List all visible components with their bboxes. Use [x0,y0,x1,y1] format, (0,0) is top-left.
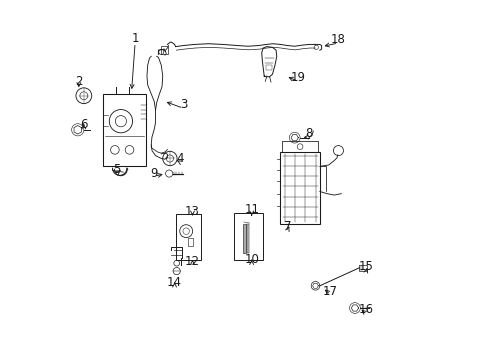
Text: 8: 8 [305,127,312,140]
Bar [102,94,145,166]
Text: 6: 6 [80,118,87,131]
Text: 2: 2 [75,75,82,88]
Text: 18: 18 [330,33,345,46]
Bar [233,213,263,260]
Text: 15: 15 [358,260,373,273]
Text: 4: 4 [176,152,183,165]
Bar [247,224,249,253]
Text: 14: 14 [167,276,182,289]
Bar [280,152,319,224]
Text: 16: 16 [358,303,372,316]
Bar [188,238,193,246]
Text: 3: 3 [180,98,187,111]
Text: 17: 17 [323,285,337,298]
Text: 13: 13 [184,205,200,218]
Bar [359,265,366,271]
Bar [161,45,167,54]
Text: 1: 1 [131,32,139,45]
Bar [175,214,201,260]
Bar [265,65,272,69]
Text: 5: 5 [113,163,121,176]
Text: 12: 12 [184,255,200,268]
Text: 9: 9 [150,167,158,180]
Bar [242,224,246,253]
Text: 10: 10 [244,253,259,266]
Text: 19: 19 [290,71,305,84]
Text: 11: 11 [244,203,259,216]
Text: 7: 7 [283,220,291,233]
